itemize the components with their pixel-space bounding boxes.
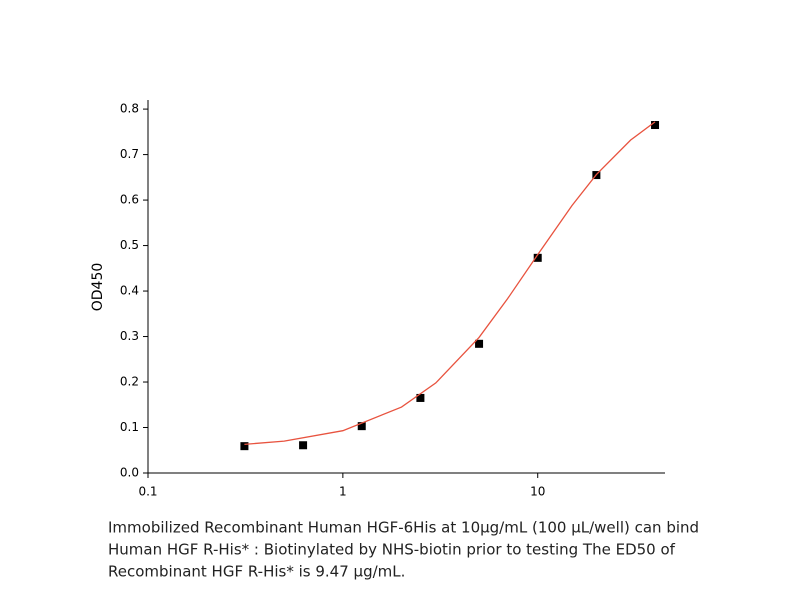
- data-point: [240, 442, 249, 451]
- y-tick-label: 0.8: [120, 102, 139, 116]
- y-tick-label: 0.3: [120, 329, 139, 343]
- x-tick-label: 10: [530, 485, 545, 499]
- caption: Human HGF R-His* : Biotinylated by NHS-b…: [108, 541, 676, 559]
- y-tick-label: 0.4: [120, 284, 139, 298]
- data-point: [475, 339, 484, 348]
- y-axis-label: OD450: [90, 263, 106, 312]
- data-point: [299, 441, 308, 450]
- y-tick-label: 0.1: [120, 420, 139, 434]
- x-tick-label: 1: [339, 485, 347, 499]
- caption: Recombinant HGF R-His* is 9.47 μg/mL.: [108, 563, 405, 581]
- x-tick-label: 0.1: [138, 485, 157, 499]
- y-tick-label: 0.0: [120, 466, 139, 480]
- fit-curve: [244, 121, 656, 445]
- data-point: [533, 253, 542, 262]
- y-tick-label: 0.2: [120, 375, 139, 389]
- y-tick-label: 0.6: [120, 193, 139, 207]
- y-tick-label: 0.5: [120, 238, 139, 252]
- data-point: [416, 393, 425, 402]
- data-point: [357, 422, 366, 431]
- y-tick-label: 0.7: [120, 147, 139, 161]
- caption: Immobilized Recombinant Human HGF-6His a…: [108, 519, 699, 537]
- data-point: [651, 121, 660, 130]
